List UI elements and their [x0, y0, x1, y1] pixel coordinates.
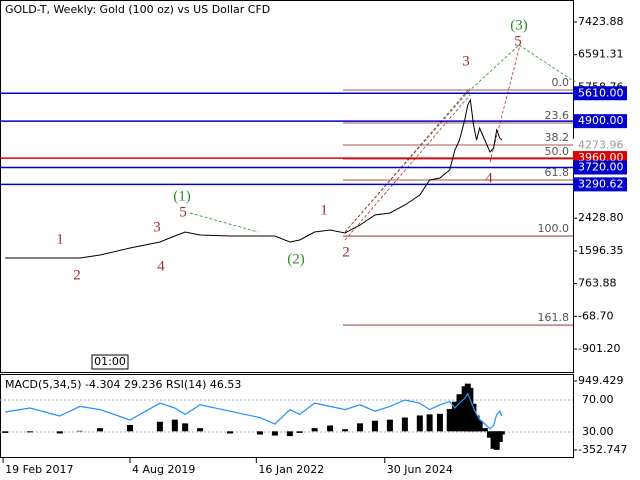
y-tick-label: 7423.88 — [578, 15, 624, 28]
wave-label: (1) — [173, 188, 191, 204]
macd-bar — [446, 409, 453, 432]
wave-label: 4 — [157, 258, 165, 274]
wave-label: 1 — [320, 202, 328, 218]
macd-bar — [426, 414, 433, 432]
y2-tick-label: 30.00 — [582, 425, 614, 438]
macd-bar — [436, 413, 443, 432]
y-tick-label: 1596.35 — [578, 244, 624, 257]
wave-label: 1 — [56, 231, 64, 247]
macd-bar — [256, 431, 263, 435]
wave-label: 5 — [179, 204, 187, 220]
fib-label: 50.0 — [545, 145, 570, 158]
macd-bar — [476, 420, 483, 432]
macd-bar — [451, 401, 458, 432]
wave-label: 4 — [485, 170, 493, 186]
macd-bar — [486, 431, 493, 438]
x-tick-label: 4 Aug 2019 — [132, 463, 195, 476]
wave-label: 3 — [462, 53, 470, 69]
macd-bar — [271, 431, 278, 436]
macd-bar — [490, 431, 497, 449]
level-box — [573, 160, 627, 175]
macd-bar — [461, 386, 468, 432]
macd-bar — [227, 431, 234, 434]
level-label: 3290.62 — [578, 177, 624, 190]
wave-label: (2) — [287, 251, 305, 267]
x-tick-label: 16 Jan 2022 — [258, 463, 324, 476]
level-label: 3720.00 — [578, 160, 624, 173]
macd-bar — [356, 423, 363, 432]
level-box — [573, 177, 627, 192]
macd-bar — [473, 415, 480, 432]
level-label: 4900.00 — [578, 114, 624, 127]
y-tick-label: -68.70 — [578, 309, 613, 322]
macd-bar — [342, 429, 349, 432]
y-tick-label: 6591.31 — [578, 48, 624, 61]
wave-label: 2 — [73, 267, 81, 283]
x-tick-label: 19 Feb 2017 — [5, 463, 73, 476]
last-price-label: 4273.96 — [578, 139, 624, 152]
wave-label: (3) — [510, 17, 528, 33]
fib-label: 0.0 — [552, 76, 570, 89]
wave-label: 2 — [342, 244, 350, 260]
macd-bar — [498, 431, 505, 435]
macd-bar — [467, 387, 474, 432]
wave-label: 3 — [153, 219, 161, 235]
y-tick-label: -901.20 — [578, 342, 620, 355]
level-label: 5610.00 — [578, 86, 624, 99]
wave-label: 5 — [514, 33, 522, 49]
macd-bar — [97, 428, 104, 432]
macd-bar — [386, 419, 393, 432]
green-dash — [189, 212, 259, 233]
price-line — [5, 98, 503, 259]
macd-bar — [327, 425, 334, 432]
macd-bar — [26, 431, 33, 433]
y-tick-label: -352.747 — [578, 443, 627, 456]
red-dash — [344, 87, 471, 233]
fib-label: 161.8 — [538, 311, 570, 324]
macd-bar — [156, 421, 163, 432]
indicator-title: MACD(5,34,5) -4.304 29.236 RSI(14) 46.53 — [5, 378, 241, 391]
macd-bar — [470, 403, 477, 432]
y2-tick-label: 70.00 — [582, 393, 614, 406]
macd-bar — [296, 431, 303, 433]
x-tick-label: 30 Jun 2024 — [387, 463, 453, 476]
y-tick-label: 763.88 — [578, 277, 617, 290]
green-dash — [518, 44, 576, 83]
macd-bar — [2, 431, 9, 433]
y-tick-label: 949.429 — [578, 374, 624, 387]
macd-bar — [76, 430, 83, 432]
green-dash — [467, 44, 520, 93]
time-marker: 01:00 — [94, 355, 126, 368]
y-tick-label: 2428.80 — [578, 211, 624, 224]
time-marker-box — [91, 354, 129, 370]
macd-bar — [197, 428, 204, 432]
macd-bar — [401, 417, 408, 432]
macd-bar — [56, 431, 63, 434]
fib-label: 61.8 — [545, 166, 570, 179]
level-box — [573, 114, 627, 129]
macd-bar — [311, 428, 318, 432]
macd-bar — [496, 431, 503, 442]
last-price-box — [573, 138, 639, 153]
level-box — [573, 86, 627, 101]
macd-bar — [456, 394, 463, 432]
macd-bar — [371, 420, 378, 432]
macd-bar — [126, 424, 133, 432]
macd-bar — [481, 428, 488, 432]
macd-bar — [286, 431, 293, 437]
macd-bar — [182, 423, 189, 432]
macd-bar — [171, 419, 178, 432]
chart-title: GOLD-T, Weekly: Gold (100 oz) vs US Doll… — [5, 3, 270, 16]
fib-label: 23.6 — [545, 109, 570, 122]
fib-label: 100.0 — [538, 222, 570, 235]
macd-bar — [493, 431, 500, 450]
fib-label: 38.2 — [545, 131, 570, 144]
rsi-line — [5, 392, 503, 430]
macd-bar — [416, 415, 423, 432]
indicator-frame — [0, 374, 574, 458]
